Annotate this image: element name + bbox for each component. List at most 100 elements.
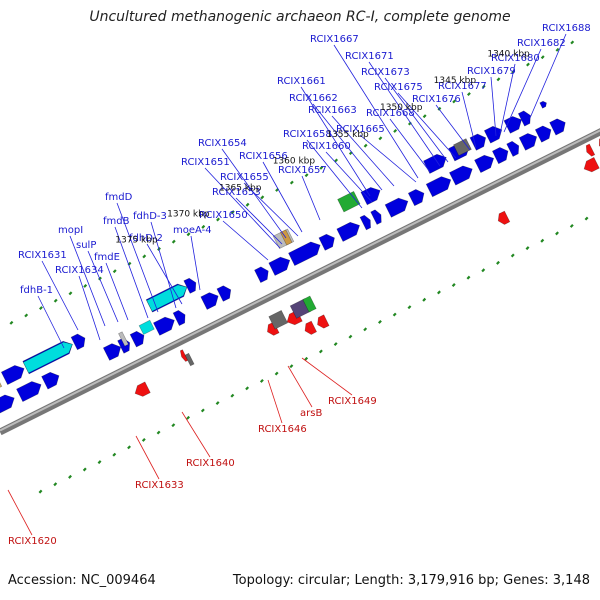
leader-line xyxy=(499,63,516,135)
forward-gene xyxy=(360,187,381,206)
leader-line xyxy=(114,226,149,319)
forward-gene-label: RCIX1675 xyxy=(374,82,423,93)
forward-gene xyxy=(22,341,73,374)
forward-gene xyxy=(0,365,25,386)
forward-gene xyxy=(407,189,425,207)
tick-mark xyxy=(437,290,441,295)
tick-mark xyxy=(555,231,559,236)
forward-gene-label: RCIX1654 xyxy=(198,138,247,149)
forward-gene xyxy=(288,241,321,267)
forward-gene-label: RCIX1677 xyxy=(438,81,487,92)
leader-line xyxy=(243,182,299,237)
reverse-gene-label: RCIX1646 xyxy=(258,424,307,435)
leader-line xyxy=(503,48,542,133)
reverse-gene xyxy=(583,156,600,173)
leader-line xyxy=(301,175,321,221)
tick-mark xyxy=(82,467,87,472)
tick-mark xyxy=(540,55,545,60)
backbone-highlight xyxy=(0,129,600,432)
tick-mark xyxy=(112,452,117,457)
forward-gene xyxy=(384,197,409,218)
tick-mark xyxy=(9,320,14,325)
tick-mark xyxy=(333,342,338,347)
forward-gene xyxy=(534,125,552,143)
leader-line xyxy=(181,411,211,458)
forward-gene xyxy=(41,371,60,390)
tick-mark xyxy=(171,423,176,428)
leader-line xyxy=(389,118,431,173)
tick-mark xyxy=(304,173,309,178)
forward-gene-label: RCIX1657 xyxy=(278,165,327,176)
tick-mark xyxy=(112,269,117,274)
forward-gene-label: RCIX1682 xyxy=(517,38,566,49)
leader-line xyxy=(490,76,497,137)
forward-gene-label: mopI xyxy=(58,225,83,236)
label-leader-lines xyxy=(7,33,567,536)
tick-mark xyxy=(186,415,191,420)
forward-gene xyxy=(483,125,503,144)
leader-line xyxy=(331,115,395,187)
leader-line xyxy=(325,151,373,203)
forward-gene-label: moeA-4 xyxy=(173,225,212,236)
tick-mark xyxy=(304,356,309,361)
tick-mark xyxy=(584,216,589,221)
tick-mark xyxy=(127,445,131,450)
tick-mark xyxy=(53,482,58,487)
map-title: Uncultured methanogenic archaeon RC-I, c… xyxy=(89,9,511,25)
leader-line xyxy=(262,161,303,233)
tick-mark xyxy=(245,202,250,207)
forward-tick-track xyxy=(9,40,575,325)
forward-gene xyxy=(469,133,487,151)
forward-gene xyxy=(337,190,361,213)
kbp-label: 1340 kbp xyxy=(487,49,530,59)
tick-mark xyxy=(215,401,220,406)
forward-gene-label: RCIX1634 xyxy=(55,265,104,276)
forward-gene xyxy=(539,100,547,109)
forward-gene xyxy=(370,209,382,225)
forward-gene xyxy=(183,277,197,294)
forward-gene-label: sulP xyxy=(76,240,96,251)
forward-gene xyxy=(336,221,360,242)
forward-gene xyxy=(216,285,232,302)
forward-gene xyxy=(549,118,566,136)
tick-mark xyxy=(348,334,353,339)
reverse-gene xyxy=(268,309,289,330)
forward-gene-label: RCIX1676 xyxy=(412,94,461,105)
leader-line xyxy=(397,92,457,159)
tick-mark xyxy=(39,306,43,310)
tick-mark xyxy=(526,62,530,67)
genome-backbone xyxy=(0,128,600,436)
tick-mark xyxy=(392,312,397,317)
forward-gene xyxy=(16,381,42,403)
kbp-label: 1370 kbp xyxy=(167,209,210,219)
tick-mark xyxy=(422,297,427,302)
leader-line xyxy=(461,91,477,149)
leader-line xyxy=(7,489,33,536)
tick-mark xyxy=(156,430,161,435)
forward-gene-label: RCIX1655 xyxy=(220,172,269,183)
tick-mark xyxy=(496,260,500,265)
forward-gene xyxy=(453,138,472,157)
tick-mark xyxy=(216,217,220,222)
forward-gene xyxy=(518,133,538,151)
tick-mark xyxy=(378,136,383,141)
leader-line xyxy=(359,134,417,183)
forward-gene-label: fdhD-3 xyxy=(133,211,167,222)
leader-line xyxy=(69,235,106,327)
reverse-gene xyxy=(302,295,317,313)
tick-mark xyxy=(363,143,368,148)
reverse-gene xyxy=(179,349,189,362)
forward-gene xyxy=(118,331,129,347)
tick-mark xyxy=(481,84,486,89)
leader-line xyxy=(384,77,449,163)
forward-gene xyxy=(448,165,473,186)
leader-line xyxy=(87,250,119,323)
tick-mark xyxy=(334,158,339,163)
tick-mark xyxy=(377,319,382,324)
forward-gene-label: RCIX1688 xyxy=(542,23,591,34)
reverse-gene xyxy=(304,320,318,335)
forward-gene xyxy=(200,292,219,310)
kbp-label: 1350 kbp xyxy=(380,103,423,113)
tick-mark xyxy=(569,224,574,228)
